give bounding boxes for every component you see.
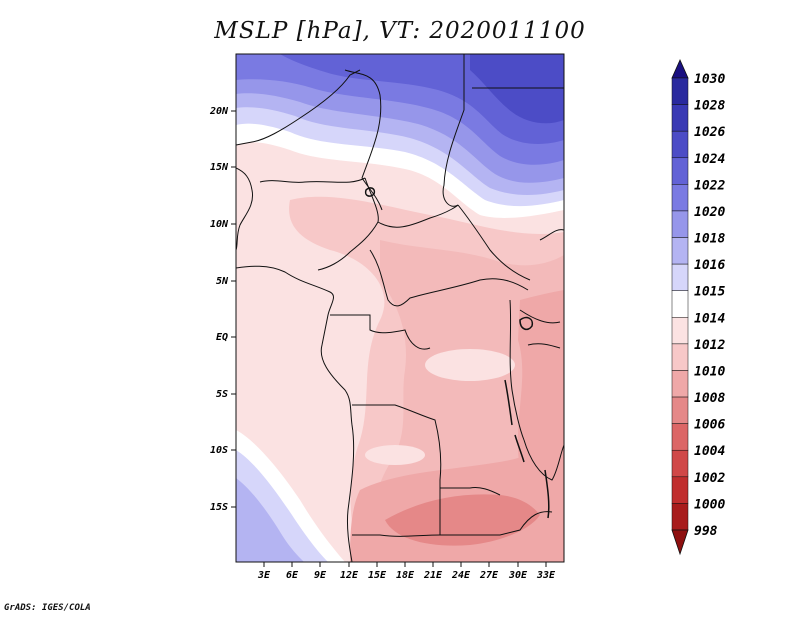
lon-tick: 27E: [479, 570, 499, 581]
border-east-africa: [519, 309, 561, 349]
border-sahel-1: [259, 177, 366, 183]
border-nigeria-north: [317, 177, 379, 271]
colorbar-cell: [671, 130, 689, 159]
colorbar-label: 1012: [694, 338, 725, 353]
colorbar-label: 1015: [694, 285, 725, 300]
colorbar-label: 1024: [694, 152, 725, 167]
colorbar-label: 1006: [694, 418, 725, 433]
colorbar-label: 1018: [694, 232, 725, 247]
border-great-lakes: [509, 299, 525, 441]
lat-axis: 20N 15N 10N 5N EQ 5S 10S 15S: [209, 106, 236, 513]
coastline-gulf-guinea: [236, 265, 355, 562]
colorbar-cell: [671, 157, 689, 185]
lon-tick: 30E: [508, 570, 528, 581]
colorbar-cell: [671, 476, 689, 504]
border-namibia-angola: [352, 534, 441, 537]
border-libya-chad: [442, 54, 465, 207]
lon-tick: 18E: [396, 570, 415, 581]
lat-tick: 10S: [210, 445, 228, 456]
border-car: [369, 249, 529, 307]
border-gabon-congo: [330, 314, 431, 350]
field-patch-2: [365, 445, 425, 465]
colorbar-cell: [671, 396, 689, 424]
colorbar-label: 1020: [694, 205, 725, 220]
colorbar-label: 1002: [694, 471, 725, 486]
pressure-field: [236, 54, 564, 562]
lat-tick: EQ: [216, 332, 228, 343]
grads-credit: GrADS: IGES/COLA: [4, 603, 91, 613]
lake-chad: [364, 187, 376, 197]
colorbar-label: 1004: [694, 444, 725, 459]
colorbar-cell: [671, 290, 689, 318]
field-1006: [385, 494, 540, 546]
lon-tick: 15E: [368, 570, 387, 581]
colorbar-cell: [671, 77, 689, 105]
colorbar-label: 1008: [694, 391, 725, 406]
field-patch-1: [425, 349, 515, 381]
colorbar-top-arrow: [671, 59, 689, 79]
border-namibia-botswana: [439, 488, 553, 536]
colorbar-cell: [671, 104, 689, 132]
colorbar-label: 1028: [694, 99, 725, 114]
lake-victoria: [519, 316, 534, 331]
lat-tick: 5S: [216, 389, 228, 400]
colorbar-label: 1026: [694, 125, 725, 140]
lat-tick: 15S: [210, 502, 228, 513]
field-patch-3: [307, 263, 363, 287]
field-1024: [470, 54, 564, 124]
colorbar-label: 998: [694, 524, 718, 539]
lon-tick: 21E: [423, 570, 443, 581]
colorbar-cell: [671, 449, 689, 478]
plot-frame: [235, 53, 565, 563]
colorbar-cell: [671, 370, 689, 398]
colorbar-label: 1030: [694, 72, 725, 87]
border-ethiopia: [539, 229, 564, 241]
lat-tick: 10N: [210, 219, 229, 230]
lon-tick: 24E: [451, 570, 471, 581]
lon-tick: 12E: [340, 570, 359, 581]
colorbar-label: 1000: [694, 497, 725, 512]
lon-tick: 3E: [257, 570, 271, 581]
colorbar: 1030 1028 1026 1024 1022 1020 1018 1016 1015 1014…: [671, 59, 725, 556]
border-chad-sudan: [377, 204, 459, 228]
lakes: [364, 187, 550, 519]
coastlines: [236, 54, 564, 562]
colorbar-bottom-arrow: [671, 529, 689, 556]
lon-axis: 3E 6E 9E 12E 15E 18E 21E 24E 27E 30E 33E: [257, 562, 556, 581]
lon-tick: 9E: [314, 570, 327, 581]
border-tanzania: [523, 439, 564, 481]
colorbar-cell: [671, 263, 689, 291]
colorbar-label: 1016: [694, 258, 725, 273]
colorbar-cell: [671, 423, 689, 451]
lat-tick: 15N: [210, 162, 229, 173]
border-mali-mauritania: [236, 69, 361, 146]
lat-tick: 5N: [216, 276, 229, 287]
colorbar-cell: [671, 317, 689, 345]
lon-tick: 6E: [286, 570, 299, 581]
coastline-west-africa: [236, 167, 254, 251]
lat-tick: 20N: [209, 106, 229, 117]
map-title: MSLP [hPa], VT: 2020011100: [214, 18, 586, 44]
border-sudan-south: [457, 204, 531, 281]
border-angola-drc: [352, 404, 501, 496]
lon-tick: 33E: [536, 570, 556, 581]
lake-tanganyika: [504, 379, 525, 463]
colorbar-cell: [671, 343, 689, 371]
colorbar-cell: [671, 237, 689, 265]
colorbar-label: 1022: [694, 178, 725, 193]
lake-malawi: [544, 469, 550, 519]
colorbar-cell: [671, 210, 689, 238]
colorbar-label: 1014: [694, 311, 725, 326]
border-niger-algeria: [344, 69, 383, 211]
colorbar-label: 1010: [694, 364, 725, 379]
colorbar-cell: [671, 503, 689, 531]
colorbar-cell: [671, 184, 689, 212]
field-sa-1016: [236, 478, 304, 562]
